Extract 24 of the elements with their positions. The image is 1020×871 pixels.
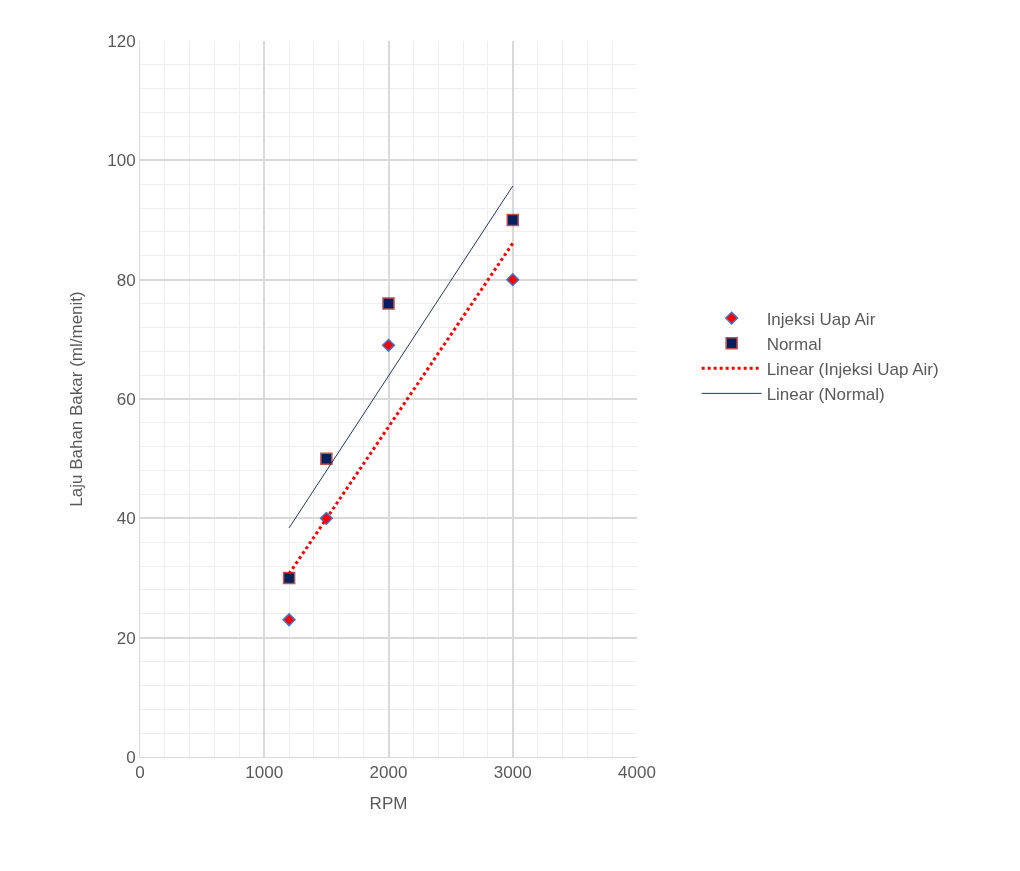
y-axis-title: Laju Bahan Bakar (ml/menit) (66, 291, 86, 507)
point (506, 273, 520, 287)
y-tick-label: 60 (116, 389, 136, 409)
x-tick-label: 4000 (618, 763, 656, 783)
point (282, 571, 296, 585)
y-tick-label: 20 (116, 628, 136, 648)
x-tick-label: 3000 (493, 763, 532, 783)
point (381, 338, 396, 352)
legend-label: Normal (766, 334, 822, 354)
point (506, 213, 519, 227)
x-tick-label: 1000 (245, 763, 284, 783)
x-tick-label: 2000 (369, 763, 408, 783)
x-axis-title: RPM (369, 793, 408, 813)
point (382, 297, 395, 310)
legend-label: Linear (Injeksi Uap Air) (766, 359, 939, 379)
point (320, 452, 333, 465)
legend-label: Injeksi Uap Air (766, 309, 876, 329)
y-tick-label: 80 (116, 270, 136, 290)
y-tick-label: 100 (107, 151, 136, 171)
y-tick-label: 120 (107, 31, 136, 51)
legend-label: Linear (Normal) (766, 385, 885, 405)
point (282, 613, 296, 627)
y-tick-label: 40 (116, 509, 136, 529)
y-tick-label: 0 (126, 747, 136, 767)
